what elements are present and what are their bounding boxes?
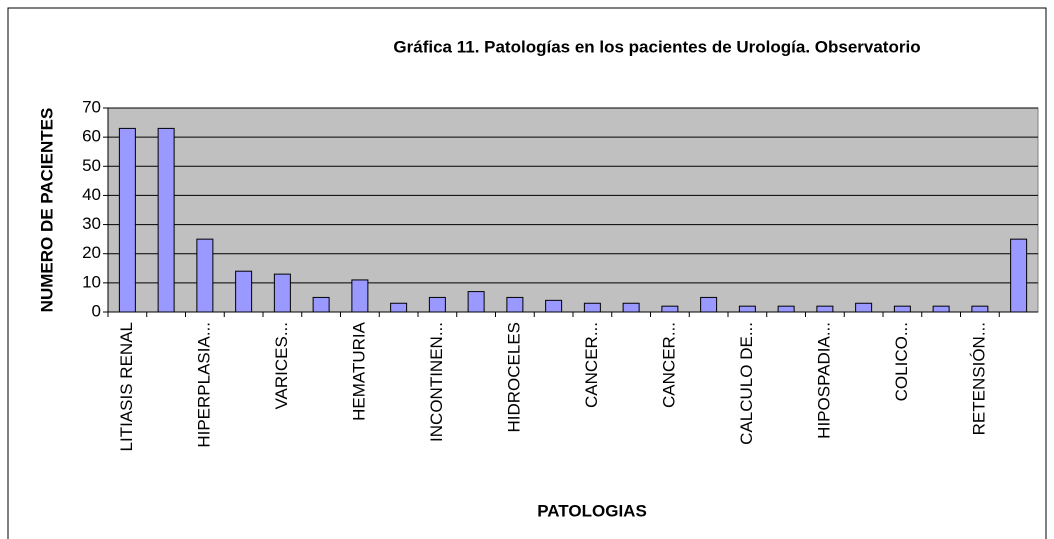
bar xyxy=(583,302,601,313)
x-tick-label: COLICO... xyxy=(892,322,911,401)
bar xyxy=(467,291,485,313)
y-tick-label: 40 xyxy=(82,185,101,204)
bar xyxy=(351,279,369,313)
y-tick-label: 0 xyxy=(92,301,101,320)
bar xyxy=(777,305,795,313)
bar xyxy=(390,302,408,313)
bar xyxy=(932,305,950,313)
bar xyxy=(971,305,989,313)
y-tick-label: 60 xyxy=(82,127,101,146)
y-tick-label: 10 xyxy=(82,272,101,291)
bar xyxy=(312,296,330,313)
x-tick-label: INCONTINEN... xyxy=(427,322,446,442)
bar xyxy=(816,305,834,313)
bar xyxy=(855,302,873,313)
bar xyxy=(700,296,718,313)
bar xyxy=(738,305,756,313)
x-tick-label: CALCULO DE... xyxy=(737,322,756,445)
bar xyxy=(157,127,175,313)
chart-border xyxy=(7,7,1047,539)
x-tick-label: VARICES... xyxy=(272,322,291,410)
bar xyxy=(545,299,563,313)
bar xyxy=(196,238,214,313)
y-tick-label: 70 xyxy=(82,97,101,116)
bar xyxy=(428,296,446,313)
x-tick-label: CANCER... xyxy=(659,322,678,408)
chart-title: Gráfica 11. Patologías en los pacientes … xyxy=(393,37,920,56)
x-tick-label: CANCER... xyxy=(582,322,601,408)
x-tick-label: HEMATURIA xyxy=(349,321,368,421)
x-tick-label: RETENSIÓN... xyxy=(969,322,988,435)
y-tick-label: 20 xyxy=(82,243,101,262)
y-tick-label: 30 xyxy=(82,214,101,233)
y-tick-label: 50 xyxy=(82,156,101,175)
y-axis-label: NUMERO DE PACIENTES xyxy=(37,108,56,313)
bar xyxy=(893,305,911,313)
bar xyxy=(118,127,136,313)
bar xyxy=(273,273,291,313)
bar xyxy=(235,270,253,313)
bar xyxy=(506,296,524,313)
bar xyxy=(1010,238,1028,313)
x-tick-label: HIDROCELES xyxy=(504,322,523,433)
bar xyxy=(661,305,679,313)
x-tick-label: HIPOSPADIA... xyxy=(814,322,833,439)
x-axis-label: PATOLOGIAS xyxy=(537,501,647,520)
x-tick-label: LITIASIS RENAL xyxy=(117,322,136,451)
x-tick-label: HIPERPLASIA... xyxy=(194,322,213,448)
bar xyxy=(622,302,640,313)
